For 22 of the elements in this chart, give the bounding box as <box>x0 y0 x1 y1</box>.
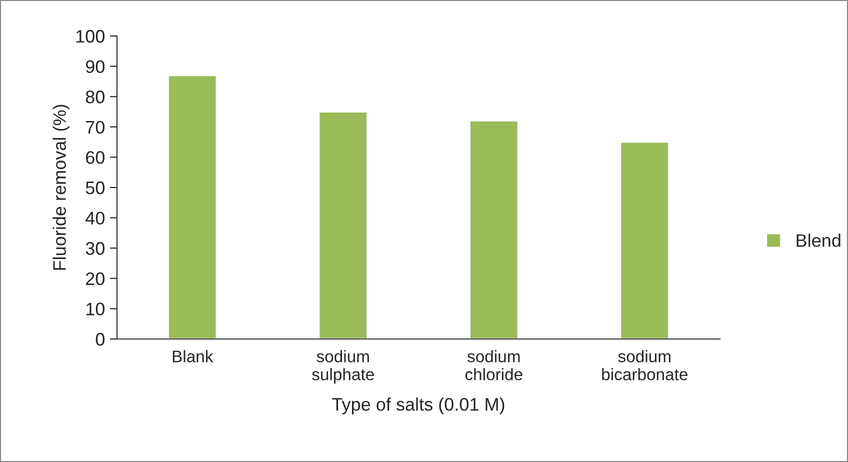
y-tick-label: 40 <box>86 212 104 225</box>
x-tick-label: Blank <box>172 350 214 362</box>
x-axis-title: Type of salts (0.01 M) <box>332 397 504 414</box>
bar <box>469 120 519 339</box>
y-tick-label: 20 <box>86 272 104 286</box>
x-tick-label: sodium sulphate <box>312 350 374 384</box>
bar <box>168 74 218 339</box>
y-tick-label: 10 <box>86 302 104 316</box>
y-tick-label: 70 <box>86 120 104 134</box>
x-tick-label: sodium chloride <box>465 350 522 380</box>
y-axis-title: Fluoride removal (%) <box>52 104 70 270</box>
y-tick-label: 60 <box>86 151 104 164</box>
y-tick-label: 30 <box>86 242 104 255</box>
y-tick-label: 0 <box>96 332 104 346</box>
legend-label: Blend <box>796 234 840 247</box>
bar <box>318 111 368 339</box>
y-tick-label: 80 <box>86 90 104 104</box>
y-tick-label: 90 <box>86 60 104 74</box>
y-tick-label: 100 <box>76 30 104 43</box>
bar <box>620 141 670 339</box>
x-tick-label: sodium bicarbonate <box>602 350 688 380</box>
y-tick-label: 50 <box>86 181 104 194</box>
